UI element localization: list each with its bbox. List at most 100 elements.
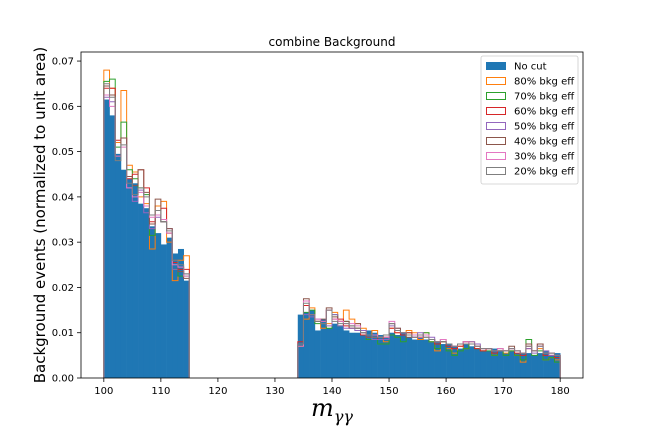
x-tick-label: 120 bbox=[208, 386, 227, 397]
legend-swatch bbox=[486, 152, 506, 160]
y-tick-label: 0.01 bbox=[52, 328, 74, 339]
bar-no-cut bbox=[474, 348, 481, 378]
y-tick-label: 0.02 bbox=[52, 283, 74, 294]
bar-no-cut bbox=[155, 233, 162, 378]
bar-no-cut bbox=[149, 226, 156, 378]
bar-no-cut bbox=[383, 337, 390, 378]
bar-no-cut bbox=[132, 183, 139, 378]
step-series-6 bbox=[103, 94, 190, 378]
x-tick-label: 100 bbox=[94, 386, 113, 397]
legend-label: 30% bkg eff bbox=[514, 152, 575, 163]
bar-no-cut bbox=[543, 350, 550, 378]
bar-no-cut bbox=[440, 344, 447, 378]
bar-no-cut bbox=[389, 332, 396, 378]
bar-no-cut bbox=[463, 344, 470, 378]
bar-no-cut bbox=[508, 350, 515, 378]
x-tick-label: 110 bbox=[151, 386, 170, 397]
bar-no-cut bbox=[303, 312, 310, 378]
x-tick-label: 160 bbox=[437, 386, 456, 397]
y-tick-label: 0.07 bbox=[52, 57, 74, 68]
bar-no-cut bbox=[366, 330, 373, 378]
bar-no-cut bbox=[138, 203, 145, 378]
y-axis-label: Background events (normalized to unit ar… bbox=[31, 47, 49, 384]
x-tick-label: 130 bbox=[265, 386, 284, 397]
step-series-7 bbox=[297, 302, 561, 378]
legend-swatch bbox=[486, 167, 506, 175]
y-tick-label: 0.00 bbox=[52, 374, 74, 385]
bar-no-cut bbox=[548, 355, 555, 378]
bar-no-cut bbox=[177, 248, 184, 378]
bar-no-cut bbox=[423, 339, 430, 378]
bar-no-cut bbox=[486, 350, 493, 378]
bar-no-cut bbox=[166, 237, 173, 378]
bar-no-cut bbox=[520, 353, 527, 378]
y-tick-label: 0.03 bbox=[52, 238, 74, 249]
bar-no-cut bbox=[480, 350, 487, 378]
x-tick-label: 180 bbox=[551, 386, 570, 397]
bar-no-cut bbox=[103, 99, 110, 379]
y-tick-label: 0.06 bbox=[52, 102, 74, 113]
legend-swatch bbox=[486, 92, 506, 100]
bar-no-cut bbox=[417, 337, 424, 378]
bar-no-cut bbox=[434, 341, 441, 378]
bar-no-cut bbox=[514, 353, 521, 378]
legend-label: 70% bkg eff bbox=[514, 92, 575, 103]
step-series-7 bbox=[103, 83, 190, 378]
legend-swatch bbox=[486, 107, 506, 115]
bar-no-cut bbox=[428, 341, 435, 378]
bar-no-cut bbox=[160, 244, 167, 378]
bar-no-cut bbox=[394, 334, 401, 378]
legend-swatch bbox=[486, 122, 506, 130]
y-tick-label: 0.04 bbox=[52, 192, 74, 203]
step-series-3 bbox=[103, 87, 190, 378]
bar-no-cut bbox=[554, 353, 561, 378]
y-axis-ticks: 0.00 0.01 0.02 0.03 0.04 0.05 0.06 0.07 bbox=[52, 57, 81, 385]
legend-box bbox=[480, 55, 579, 185]
bar-no-cut bbox=[349, 332, 356, 378]
bar-no-cut bbox=[326, 328, 333, 378]
bar-no-cut bbox=[109, 115, 116, 378]
legend-label: 20% bkg eff bbox=[514, 167, 575, 178]
x-axis-label-subscript: γγ bbox=[334, 407, 354, 426]
bar-no-cut bbox=[354, 332, 361, 378]
bar-no-cut bbox=[406, 337, 413, 378]
bar-no-cut bbox=[143, 208, 150, 378]
x-tick-label: 150 bbox=[379, 386, 398, 397]
bar-no-cut bbox=[411, 339, 418, 378]
bar-no-cut bbox=[337, 325, 344, 378]
legend-label: 60% bkg eff bbox=[514, 107, 575, 118]
bar-no-cut bbox=[537, 353, 544, 378]
bar-no-cut bbox=[491, 348, 498, 378]
bar-no-cut bbox=[371, 332, 378, 378]
bar-no-cut bbox=[525, 353, 532, 378]
legend-swatch bbox=[486, 62, 506, 70]
legend-label: No cut bbox=[514, 62, 547, 73]
bar-no-cut bbox=[377, 334, 384, 378]
bar-no-cut bbox=[468, 346, 475, 378]
bar-no-cut bbox=[531, 355, 538, 378]
bar-no-cut bbox=[497, 350, 504, 378]
x-tick-label: 140 bbox=[322, 386, 341, 397]
bar-no-cut bbox=[309, 310, 316, 378]
bar-no-cut bbox=[343, 330, 350, 378]
bar-no-cut bbox=[360, 334, 367, 378]
bar-no-cut bbox=[120, 169, 127, 378]
bar-no-cut bbox=[457, 348, 464, 378]
bar-no-cut bbox=[314, 330, 321, 378]
bar-no-cut bbox=[446, 344, 453, 378]
legend-label: 40% bkg eff bbox=[514, 137, 575, 148]
y-tick-label: 0.05 bbox=[52, 147, 74, 158]
x-tick-label: 170 bbox=[494, 386, 513, 397]
bar-no-cut bbox=[126, 178, 133, 378]
x-axis-ticks: 100 110 120 130 140 150 160 170 180 bbox=[94, 378, 570, 397]
bar-no-cut bbox=[400, 332, 407, 378]
legend-label: 50% bkg eff bbox=[514, 122, 575, 133]
bar-no-cut bbox=[183, 280, 190, 378]
chart-title: combine Background bbox=[269, 35, 396, 49]
legend-swatch bbox=[486, 137, 506, 145]
efficiency-step-histograms bbox=[103, 69, 561, 378]
bar-no-cut bbox=[332, 323, 339, 378]
bar-no-cut bbox=[172, 253, 179, 378]
bar-no-cut bbox=[115, 153, 122, 378]
